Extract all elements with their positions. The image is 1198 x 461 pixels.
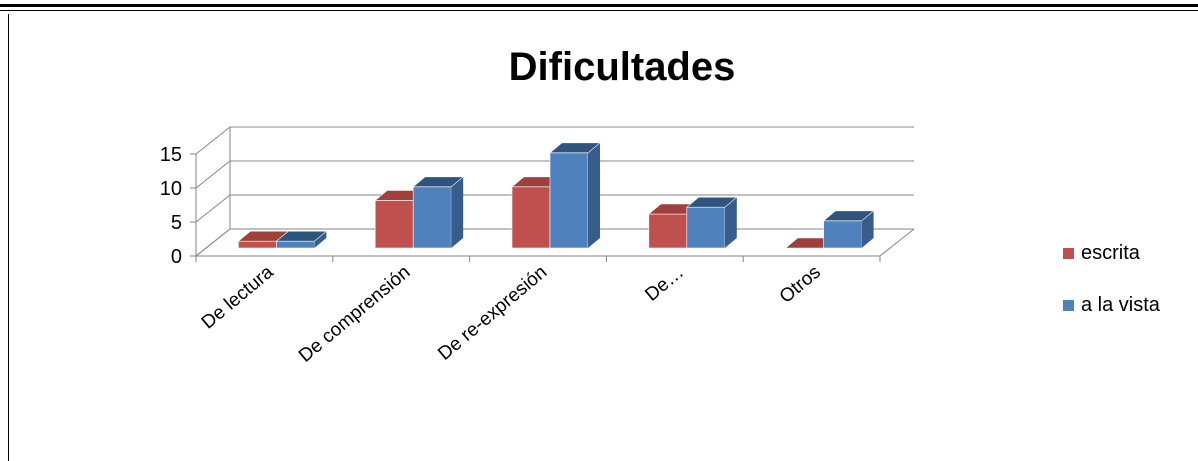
gridline-side — [195, 160, 231, 189]
bar-a-la-vista — [686, 206, 726, 249]
gridline-side — [195, 194, 231, 223]
bar-top — [685, 196, 738, 208]
legend-swatch-escrita — [1063, 248, 1074, 259]
legend: escrita a la vista — [1063, 242, 1161, 316]
y-tick-label: 5 — [171, 212, 182, 234]
bar-top — [822, 210, 875, 222]
legend-label-escrita: escrita — [1081, 242, 1141, 264]
bar-escrita — [511, 186, 551, 249]
bar-side — [451, 176, 464, 248]
bar-a-la-vista — [412, 186, 452, 249]
bar-side — [314, 231, 327, 248]
plot-area: 0 5 10 15 De lectura De comprensión De re-expr… — [160, 126, 915, 367]
left-border — [8, 14, 9, 461]
gridline-side — [195, 126, 231, 155]
top-border-thin — [0, 10, 1198, 11]
x-category-label: Otros — [776, 262, 825, 308]
legend-swatch-a-la-vista — [1063, 300, 1074, 311]
bar-top — [412, 176, 465, 188]
x-category-label: De re-expresión — [434, 262, 551, 365]
bar-escrita — [648, 213, 688, 249]
bar-escrita — [238, 240, 277, 249]
gridline-side — [195, 228, 231, 257]
x-category-label: De lectura — [198, 261, 278, 333]
x-category-label: De comprensión — [295, 262, 414, 367]
bar-side — [861, 210, 874, 248]
chart-title: Dificultades — [509, 45, 736, 89]
bar-side — [724, 197, 737, 248]
y-tick-label: 0 — [171, 246, 182, 268]
legend-label-a-la-vista: a la vista — [1081, 294, 1161, 316]
bar-top — [549, 142, 601, 154]
bar-top — [275, 230, 328, 242]
y-tick-label: 10 — [160, 178, 182, 200]
bar-a-la-vista — [823, 220, 862, 249]
top-border-thick — [0, 4, 1198, 7]
bar-escrita — [374, 200, 414, 249]
floor-right-edge — [879, 228, 915, 257]
x-category-label: De… — [641, 262, 688, 306]
bar-a-la-vista — [276, 240, 315, 249]
y-tick-label: 15 — [160, 144, 182, 166]
bar-a-la-vista — [549, 152, 589, 249]
bar-side — [588, 142, 600, 248]
